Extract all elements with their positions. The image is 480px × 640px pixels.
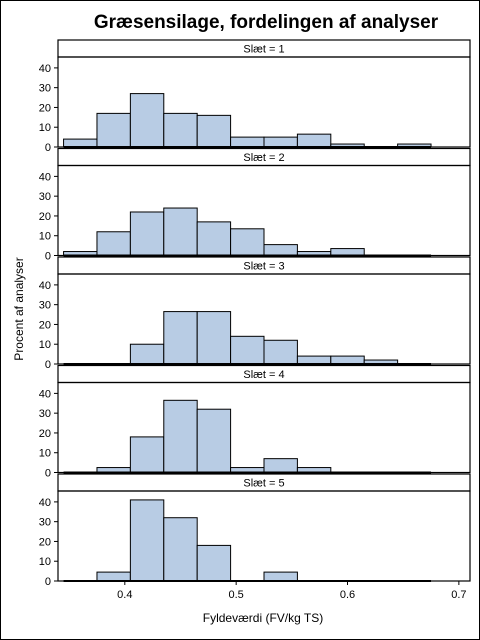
- histogram-bar: [129, 499, 165, 582]
- y-tick-label: 0: [45, 468, 51, 480]
- histogram-bar: [96, 571, 131, 582]
- histogram-bar: [163, 207, 198, 257]
- histogram-bar: [196, 311, 232, 365]
- x-tick-label: 0.6: [340, 589, 355, 601]
- x-axis-label: Fyldeværdi (FV/kg TS): [203, 611, 323, 625]
- y-tick-label: 10: [39, 339, 51, 351]
- panel-strip-label: Slæt = 4: [243, 369, 284, 381]
- histogram-bar: [296, 355, 332, 365]
- x-tick-label: 0.4: [117, 589, 132, 601]
- x-tick-label: 0.7: [451, 589, 466, 601]
- y-tick-label: 20: [39, 211, 51, 223]
- y-tick-label: 20: [39, 428, 51, 440]
- y-tick-label: 20: [39, 102, 51, 114]
- y-tick-label: 30: [39, 408, 51, 420]
- y-tick-label: 40: [39, 63, 51, 75]
- panel-frame: [57, 490, 471, 582]
- histogram-bar: [129, 436, 165, 473]
- y-tick-label: 10: [39, 556, 51, 568]
- y-tick-label: 10: [39, 122, 51, 134]
- histogram-bar: [230, 335, 265, 365]
- histogram-bar: [129, 211, 165, 257]
- histogram-bar: [263, 458, 298, 473]
- y-tick-label: 40: [39, 497, 51, 509]
- panel-2: Slæt = 2 0 10 20 30 40: [39, 147, 471, 263]
- histogram-bar: [263, 244, 298, 257]
- panel-strip-label: Slæt = 1: [243, 44, 284, 56]
- panel-strip-label: Slæt = 2: [243, 152, 284, 164]
- histogram-bar: [163, 112, 198, 148]
- y-tick-label: 40: [39, 280, 51, 292]
- histogram-bar: [196, 408, 232, 474]
- panel-strip-label: Slæt = 5: [243, 478, 284, 490]
- histogram-bar: [129, 343, 165, 365]
- histogram-bar: [263, 339, 298, 365]
- histogram-bar: [330, 248, 365, 256]
- histogram-bar: [96, 231, 131, 256]
- histogram-bar: [230, 228, 265, 257]
- histogram-bar: [230, 136, 265, 148]
- y-axis-label: Procent af analyser: [12, 257, 26, 360]
- histogram-bar: [63, 138, 98, 148]
- histogram-bar: [163, 517, 198, 582]
- panel-strip-label: Slæt = 3: [243, 261, 284, 273]
- y-tick-label: 0: [45, 251, 51, 263]
- y-tick-label: 20: [39, 536, 51, 548]
- panel-1: Slæt = 1 0 10 20 30 40: [39, 39, 471, 154]
- histogram-bar: [196, 114, 232, 148]
- histogram-bar: [96, 112, 131, 148]
- y-tick-label: 40: [39, 388, 51, 400]
- y-tick-label: 40: [39, 171, 51, 183]
- y-tick-label: 30: [39, 83, 51, 95]
- chart-title: Græsensilage, fordelingen af analyser: [94, 12, 439, 33]
- histogram-bar: [263, 136, 298, 148]
- y-tick-label: 10: [39, 448, 51, 460]
- histogram-bar: [163, 311, 198, 365]
- y-tick-label: 0: [45, 142, 51, 154]
- histogram-bar: [129, 93, 165, 148]
- histogram-bar: [263, 571, 298, 582]
- panel-3: Slæt = 3 0 10 20 30 40: [39, 256, 471, 371]
- panel-4: Slæt = 4 0 10 20 30 40: [39, 364, 471, 480]
- x-tick-label: 0.5: [229, 589, 244, 601]
- y-tick-label: 0: [45, 359, 51, 371]
- panel-5: Slæt = 5 0 10 20 30 40: [39, 473, 471, 588]
- histogram-bar: [163, 399, 198, 473]
- y-tick-label: 30: [39, 300, 51, 312]
- y-tick-label: 10: [39, 231, 51, 243]
- y-tick-label: 30: [39, 191, 51, 203]
- y-tick-label: 30: [39, 517, 51, 529]
- histogram-bar: [196, 544, 232, 582]
- y-tick-label: 0: [45, 576, 51, 588]
- histogram-bar: [296, 133, 332, 148]
- histogram-bar: [196, 221, 232, 256]
- histogram-bar: [330, 355, 365, 365]
- y-tick-label: 20: [39, 319, 51, 331]
